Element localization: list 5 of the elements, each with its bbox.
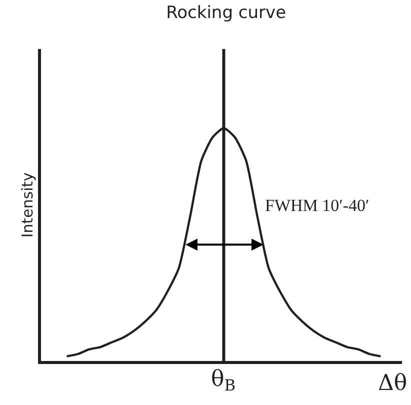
annotation: FWHM 10′-40′ <box>265 196 370 215</box>
text: θ$_{B}$ <box>211 367 236 395</box>
chart-title: Rocking curve <box>166 2 286 23</box>
x-axis-title: Δθ <box>378 371 408 396</box>
y-axis-title: Intensity <box>18 172 36 238</box>
